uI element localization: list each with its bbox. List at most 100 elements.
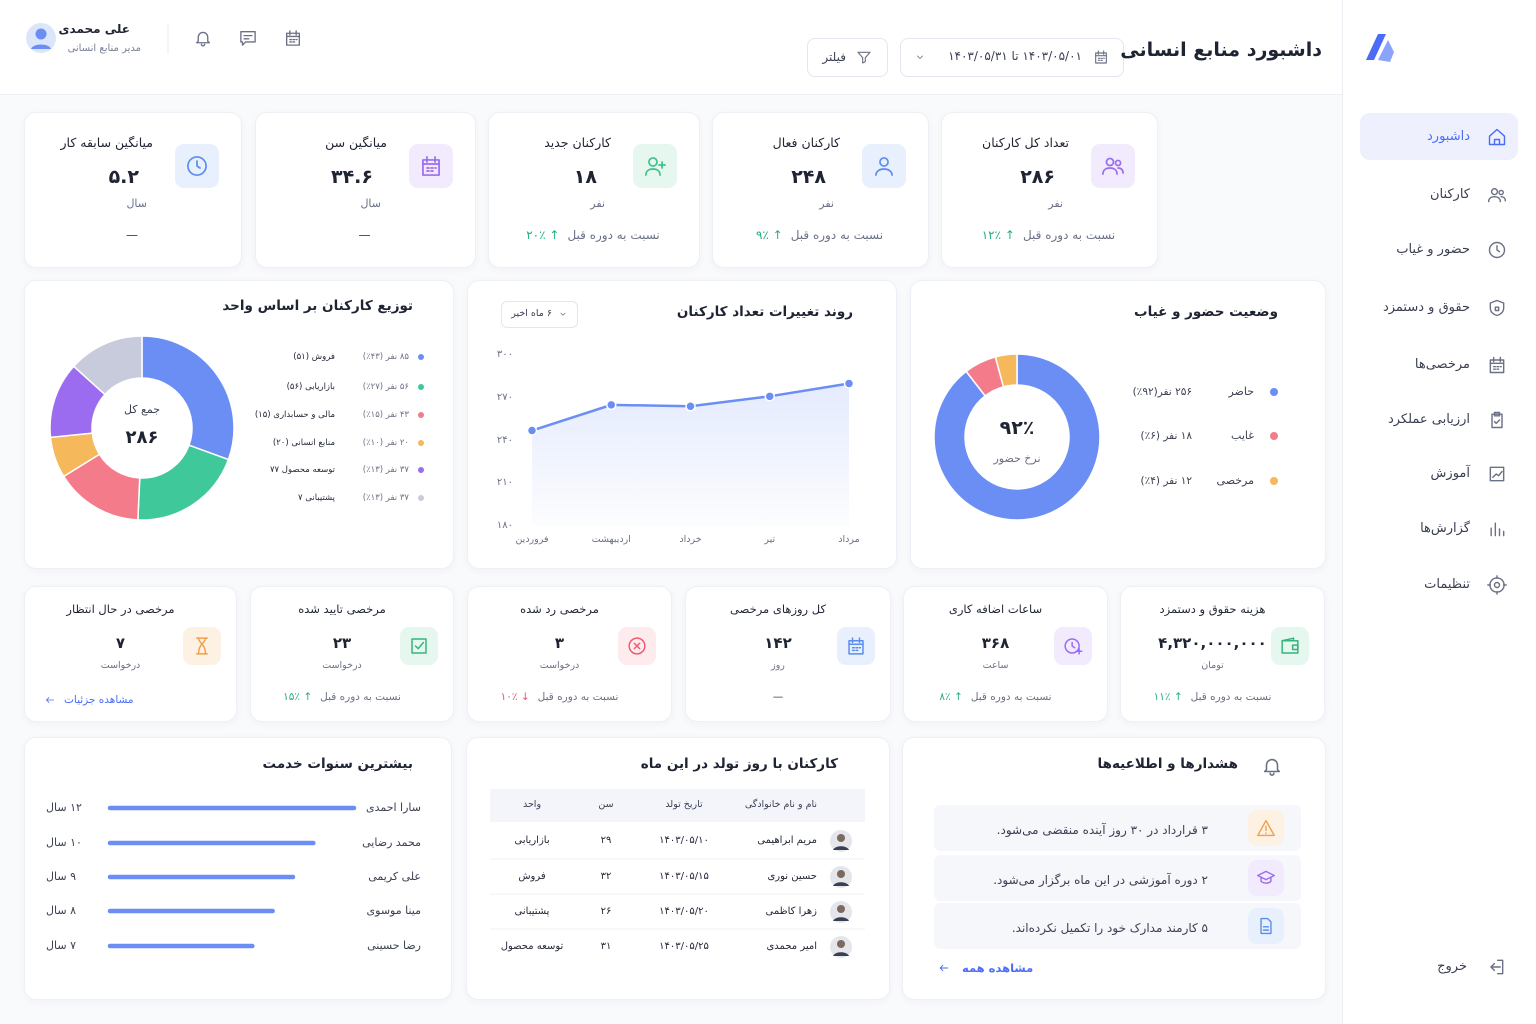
icon-stroke	[187, 156, 207, 176]
bar-label: علی کریمی	[368, 870, 421, 883]
icon	[46, 697, 54, 703]
y-tick-label: ۱۸۰	[496, 520, 513, 531]
icon-stroke	[1097, 50, 1105, 55]
legend-value: ۵۶ نفر (۲۷٪)	[362, 382, 409, 392]
table-cell: امیر محمدی	[766, 941, 817, 952]
icon-stroke	[1492, 356, 1502, 363]
icon-stroke	[851, 637, 861, 644]
icon	[848, 637, 864, 655]
icon-stroke	[1490, 188, 1499, 196]
icon-stroke	[1269, 772, 1275, 776]
menu-item[interactable]: کارکنان	[1429, 187, 1470, 202]
table-header: سن	[598, 799, 614, 810]
line-point	[685, 401, 696, 412]
alert-text: ۲ دوره آموزشی در این ماه برگزار می‌شود.	[993, 873, 1208, 887]
legend-label: مرخصی	[1216, 474, 1254, 487]
kpi-title: میانگین سابقه کار	[60, 135, 153, 150]
table-cell: ۲۶	[600, 906, 612, 917]
kpi-title: میانگین سن	[325, 135, 387, 150]
filter-button[interactable]	[807, 38, 888, 77]
date-picker[interactable]	[900, 38, 1124, 77]
icon-stroke	[917, 55, 923, 59]
stat-unit: تومان	[1201, 660, 1224, 671]
x-tick-label: تیر	[764, 534, 776, 545]
legend-value: ۱۸ نفر (۶٪)	[1140, 430, 1192, 442]
legend-dot	[418, 467, 424, 473]
kpi-value: ۳۴.۶	[330, 166, 373, 188]
menu-item[interactable]: حقوق و دستمزد	[1382, 300, 1470, 315]
legend-dot	[418, 354, 424, 360]
avatar-head	[837, 834, 845, 842]
stat-title: کل روزهای مرخصی	[730, 602, 826, 616]
menu-item[interactable]: داشبورد	[1427, 129, 1470, 144]
change-row: —	[22, 225, 242, 245]
icon	[1487, 188, 1507, 203]
period-dropdown[interactable]	[501, 301, 578, 328]
stat-unit: روز	[771, 660, 785, 671]
icon	[1257, 819, 1275, 837]
pie-slice	[141, 335, 235, 461]
icon	[628, 637, 646, 655]
icon-stroke	[1260, 876, 1272, 884]
change-value: ↑ ۸٪	[939, 691, 963, 703]
logo	[1378, 40, 1394, 62]
stat-value: ۳۶۸	[981, 634, 1010, 652]
stat-title: مرخصی در حال انتظار	[66, 602, 175, 616]
kpi-title: کارکنان فعال	[772, 135, 840, 150]
icon	[285, 30, 301, 46]
avatar-head	[837, 905, 845, 913]
legend-dot	[418, 495, 424, 501]
distribution-card	[24, 280, 454, 569]
menu-item[interactable]: آموزش	[1430, 466, 1470, 481]
change-row: نسبت به دوره قبل ↑ ۹٪	[710, 225, 930, 245]
menu-item[interactable]: مرخصی‌ها	[1414, 357, 1470, 372]
icon-stroke	[1281, 640, 1299, 654]
icon-stroke	[414, 641, 425, 650]
icon	[1490, 959, 1504, 975]
icon	[1281, 637, 1299, 654]
icon	[196, 637, 208, 655]
alerts-link[interactable]: مشاهده همه	[962, 961, 1034, 975]
logo	[1366, 34, 1386, 60]
legend-label: حاضر	[1228, 385, 1254, 398]
menu-item[interactable]: ارزیابی عملکرد	[1387, 412, 1470, 427]
menu-item[interactable]: حضور و غیاب	[1396, 242, 1470, 257]
kpi-value: ۵.۲	[108, 166, 139, 188]
icon-tile	[400, 627, 438, 665]
filter-label: فیلتر	[822, 50, 846, 64]
menu-item[interactable]: تنظیمات	[1424, 577, 1470, 592]
bar-value: ۱۲ سال	[46, 801, 82, 814]
icon-stroke	[411, 638, 427, 654]
x-tick-label: اردیبهشت	[591, 534, 631, 545]
x-tick-label: خرداد	[679, 534, 702, 545]
chart-title: توزیع کارکنان بر اساس واحد	[222, 298, 413, 314]
pie-slice	[137, 444, 230, 521]
icon-stroke	[1489, 299, 1505, 317]
change-value: ↓ ۱۰٪	[500, 691, 530, 703]
icon	[917, 55, 923, 59]
legend-value: ۴۳ نفر (۱۵٪)	[362, 410, 409, 420]
icon-stroke	[1489, 577, 1505, 593]
menu-item[interactable]: گزارش‌ها	[1420, 521, 1470, 536]
legend-label: توسعه محصول ۷۷	[269, 465, 335, 475]
icon-stroke	[1488, 128, 1506, 146]
change-value: ↑ ۲۰٪	[526, 228, 560, 242]
legend-label: غایب	[1231, 429, 1254, 442]
logout[interactable]: خروج	[1437, 959, 1467, 974]
icon-stroke	[1064, 638, 1080, 654]
kpi-unit: نفر	[1048, 197, 1063, 210]
avatar-head	[837, 870, 845, 878]
change-value: —	[126, 228, 138, 242]
legend-value: ۸۵ نفر (۴۳٪)	[362, 352, 409, 362]
icon	[422, 156, 440, 176]
details-link[interactable]: مشاهده جزئیات	[64, 694, 134, 706]
legend-dot	[418, 384, 424, 390]
service-card	[24, 737, 452, 1000]
change-caption: نسبت به دوره قبل	[1190, 691, 1272, 703]
icon-stroke	[1489, 466, 1505, 482]
icon	[1263, 758, 1281, 776]
icon-stroke	[1493, 419, 1501, 425]
icon-stroke	[1102, 167, 1118, 175]
kpi-value: ۲۸۶	[1020, 166, 1055, 188]
